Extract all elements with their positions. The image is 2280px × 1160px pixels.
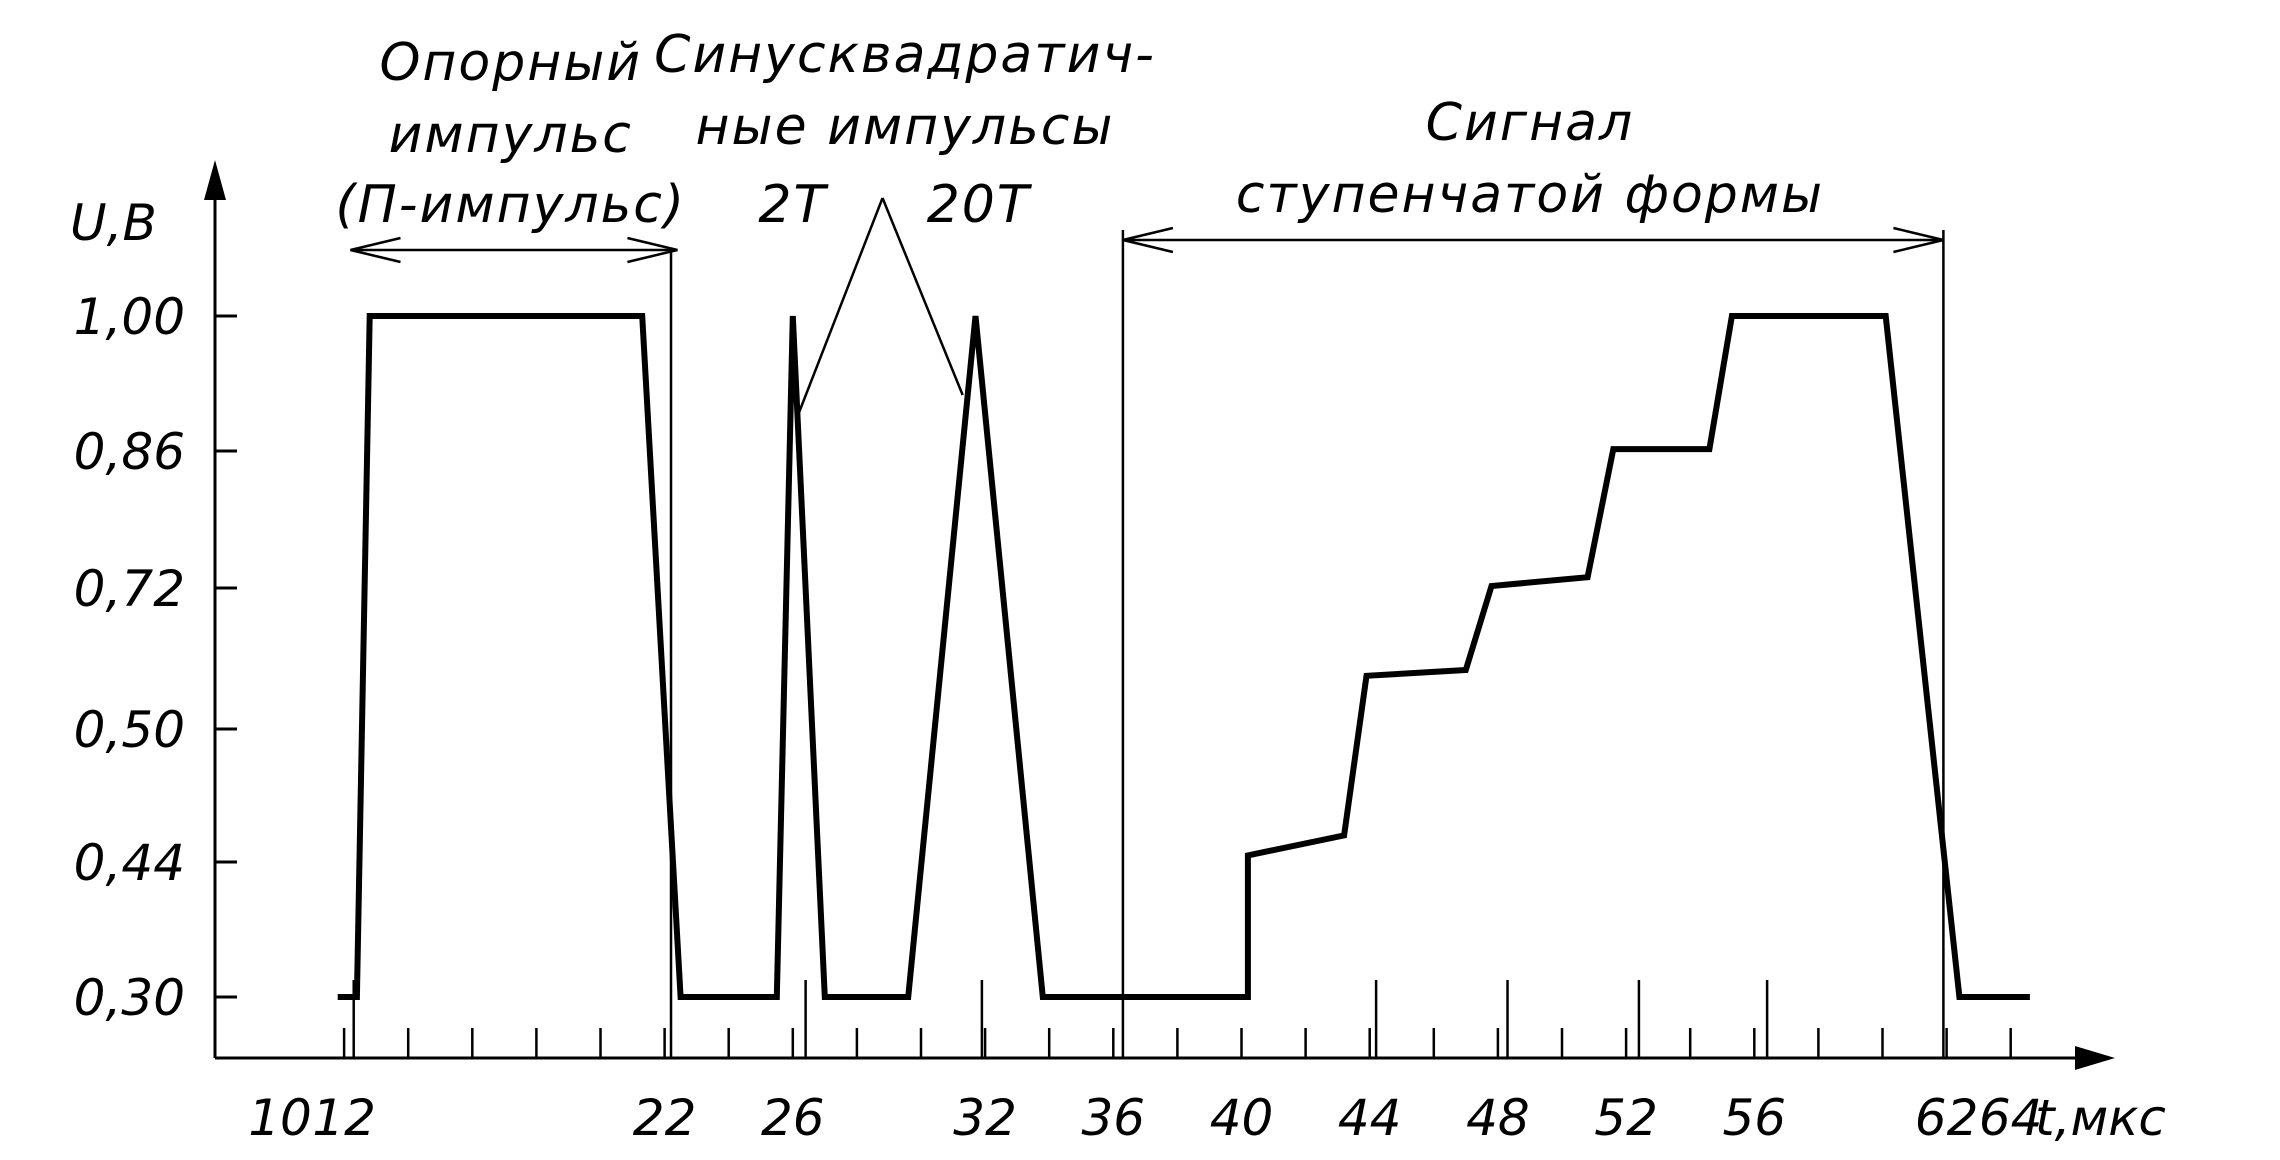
x-tick-label: 26 (761, 1089, 825, 1147)
y-axis-label: U,В (70, 194, 157, 252)
leader-line-20t (881, 197, 964, 396)
x-tick-label: 12 (312, 1089, 376, 1147)
span-arrow-head-right (1893, 226, 1944, 254)
y-tick-label: 0,86 (74, 423, 185, 481)
series-line (337, 313, 2030, 1000)
x-tick-label: 64 (1979, 1089, 2043, 1147)
y-axis-arrow (204, 160, 226, 200)
annotation-arrows (350, 197, 1944, 413)
span-arrow-head-left (1122, 226, 1174, 254)
y-tick-label: 0,50 (74, 701, 185, 759)
x-tick-label: 32 (953, 1089, 1017, 1147)
y-tick-label: 1,00 (74, 288, 185, 346)
x-tick-label: 62 (1915, 1089, 1979, 1147)
annotation-line: Синусквадратич- (654, 25, 1156, 85)
span-arrow-head-left (350, 236, 401, 264)
annotation-line: импульс (389, 105, 633, 165)
y-tick-label: 0,72 (74, 560, 185, 618)
vertical-guide-lines (352, 230, 1945, 1058)
x-tick-label: 40 (1210, 1089, 1274, 1147)
x-tick-label: 44 (1338, 1089, 1402, 1147)
x-tick-label: 22 (633, 1089, 697, 1147)
x-tick-label: 36 (1081, 1089, 1145, 1147)
annotation-line: ные импульсы (696, 97, 1115, 157)
span-arrow-head-right (627, 236, 678, 264)
x-ticks: 10 12 22 26 32 36 40 44 48 52 56 62 64 (248, 1089, 2042, 1147)
annotation-line: (П-импульс) (335, 175, 686, 235)
annotation-line: Опорный (379, 33, 642, 93)
x-tick-label: 48 (1466, 1089, 1530, 1147)
x-axis-label: t,мкс (2035, 1089, 2166, 1147)
annotation-sine-squared-pulses: Синусквадратич- ные импульсы (654, 25, 1156, 157)
y-ticks: 0,30 0,44 0,50 0,72 0,86 1,00 (74, 288, 237, 1027)
x-axis-arrow (2075, 1046, 2115, 1070)
annotation-reference-pulse: Опорный импульс (П-импульс) (335, 33, 686, 235)
x-minor-ticks (342, 1028, 2012, 1058)
leader-line-2t (798, 197, 884, 413)
y-tick-label: 0,30 (74, 969, 185, 1027)
x-tick-label: 10 (248, 1089, 312, 1147)
x-tick-label: 56 (1722, 1089, 1786, 1147)
annotation-staircase-signal: Сигнал ступенчатой формы (1236, 93, 1824, 225)
annotation-line: ступенчатой формы (1236, 165, 1824, 225)
y-tick-label: 0,44 (74, 834, 185, 892)
x-tick-label: 52 (1594, 1089, 1658, 1147)
annotation-2t: 2T (758, 175, 829, 235)
annotation-20t: 20T (927, 175, 1033, 235)
annotation-line: Сигнал (1426, 93, 1635, 153)
